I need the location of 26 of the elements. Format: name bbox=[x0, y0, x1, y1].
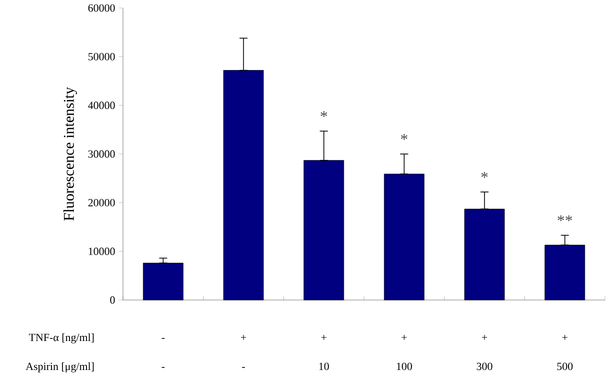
text: 500 bbox=[557, 362, 573, 370]
data-label: * bbox=[400, 134, 408, 140]
y-tick-label: 0 bbox=[110, 296, 115, 304]
y-tick-label: 40000 bbox=[88, 102, 115, 110]
x-tick-label: + bbox=[402, 334, 407, 340]
y-tick-label: 30000 bbox=[88, 150, 115, 158]
y-tick-label: 20000 bbox=[88, 198, 115, 206]
text: - bbox=[162, 367, 165, 368]
y-axis-title: Fluorescence intensity bbox=[63, 87, 77, 221]
data-label: * bbox=[481, 172, 488, 178]
text: 300 bbox=[476, 362, 492, 370]
data-label: * bbox=[320, 111, 328, 118]
text: 100 bbox=[396, 362, 412, 370]
x-tick-label: + bbox=[482, 334, 488, 340]
bar bbox=[142, 262, 184, 300]
x-axis-title: TNF-α [ng/ml] bbox=[28, 333, 94, 344]
data-label: ** bbox=[558, 215, 572, 222]
x-tick-label: + bbox=[240, 334, 246, 340]
text: Aspirin [μg/ml] bbox=[26, 362, 94, 372]
text: - bbox=[242, 367, 245, 368]
y-tick-label: 10000 bbox=[88, 248, 115, 256]
text: 10 bbox=[319, 362, 329, 370]
y-tick-label: 50000 bbox=[88, 52, 115, 60]
x-tick-label: + bbox=[562, 334, 568, 340]
x-tick-label: + bbox=[321, 334, 326, 340]
y-tick-label: 60000 bbox=[88, 4, 115, 12]
